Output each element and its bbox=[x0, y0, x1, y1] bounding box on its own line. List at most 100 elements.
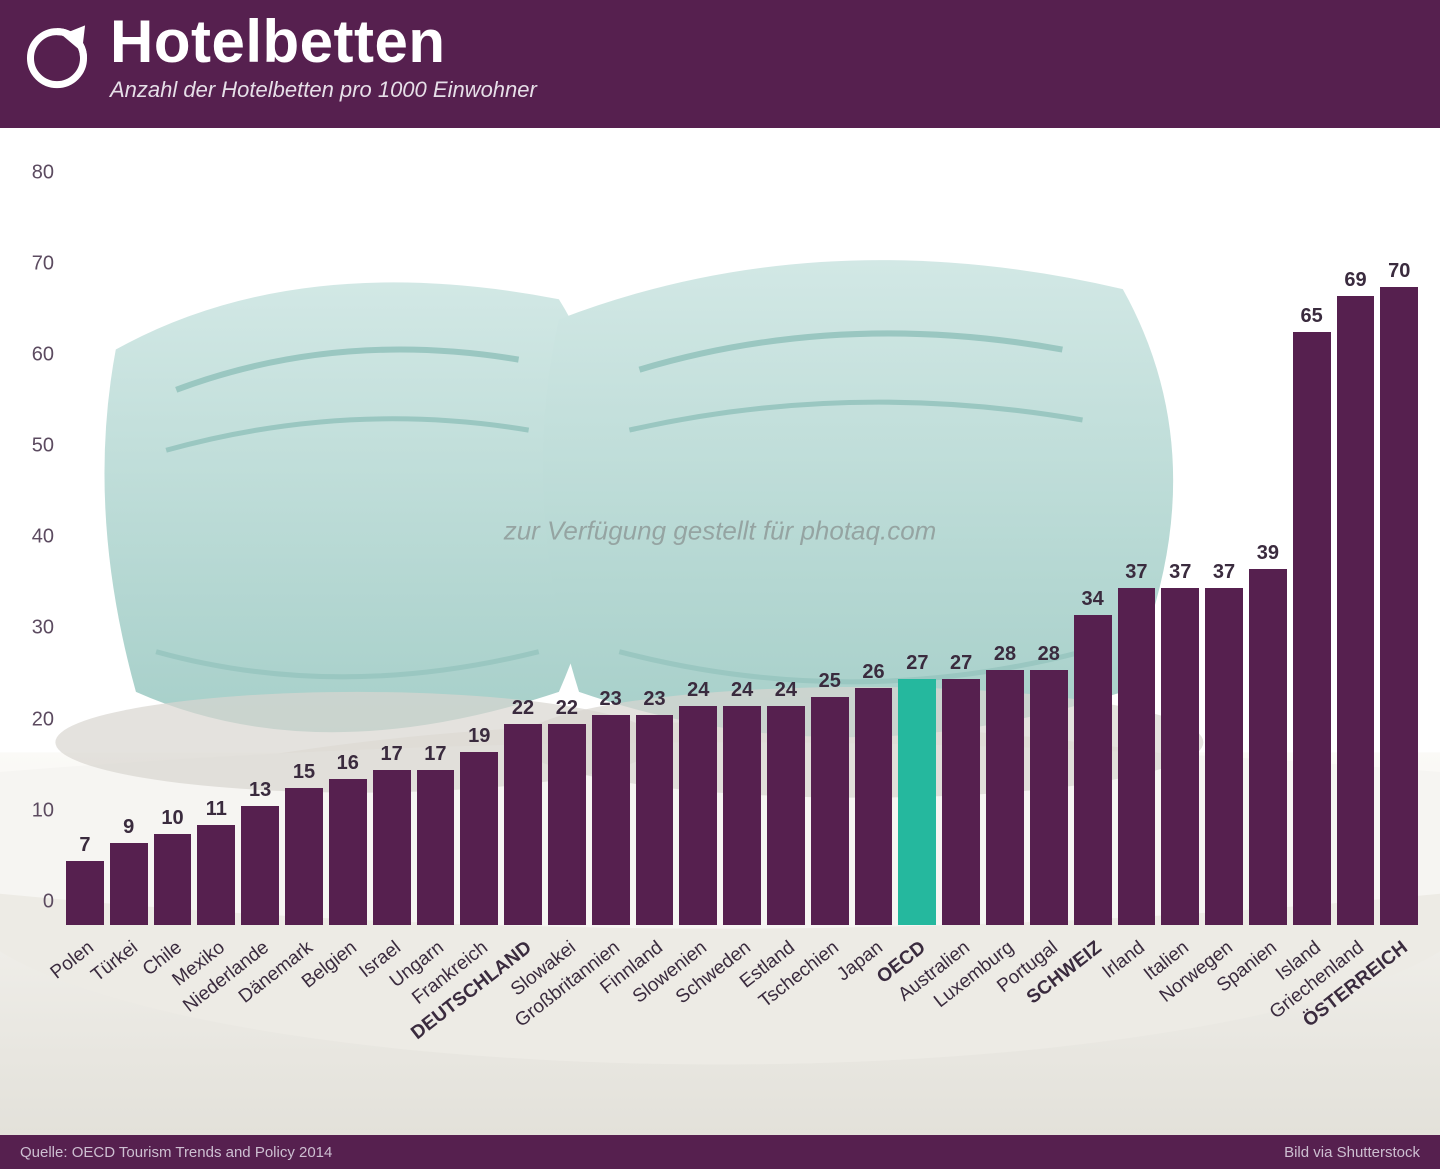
y-axis-tick: 30 bbox=[22, 617, 54, 640]
bar-slot: 70 bbox=[1380, 150, 1418, 925]
bar-value-label: 28 bbox=[994, 643, 1016, 666]
bar-slot: 69 bbox=[1337, 150, 1375, 925]
bar-slot: 24 bbox=[723, 150, 761, 925]
bar-rect bbox=[1074, 615, 1112, 925]
x-axis-labels: PolenTürkeiChileMexikoNiederlandeDänemar… bbox=[62, 925, 1422, 1135]
bar-rect bbox=[986, 670, 1024, 925]
footer-credit: Bild via Shutterstock bbox=[1284, 1144, 1420, 1161]
y-axis-tick: 70 bbox=[22, 252, 54, 275]
bar-rect bbox=[285, 788, 323, 925]
bar-value-label: 25 bbox=[819, 670, 841, 693]
bar-slot: 16 bbox=[329, 150, 367, 925]
bar-rect bbox=[329, 779, 367, 925]
bar-slot: 24 bbox=[679, 150, 717, 925]
bar-value-label: 69 bbox=[1344, 269, 1366, 292]
bar-slot: 37 bbox=[1205, 150, 1243, 925]
bar-rect bbox=[1337, 296, 1375, 925]
bar-rect bbox=[1380, 287, 1418, 925]
bar-slot: 65 bbox=[1293, 150, 1331, 925]
bars-container: 7910111315161717192222232324242425262727… bbox=[62, 150, 1422, 925]
bar-value-label: 16 bbox=[337, 752, 359, 775]
bar-value-label: 23 bbox=[600, 688, 622, 711]
footer: Quelle: OECD Tourism Trends and Policy 2… bbox=[0, 1135, 1440, 1169]
bar-slot: 11 bbox=[197, 150, 235, 925]
bar-slot: 28 bbox=[1030, 150, 1068, 925]
bar-rect bbox=[942, 679, 980, 925]
bar-rect bbox=[66, 861, 104, 925]
y-axis-tick: 40 bbox=[22, 526, 54, 549]
bar-rect bbox=[1205, 588, 1243, 925]
bar-rect bbox=[1293, 332, 1331, 925]
page: Hotelbetten Anzahl der Hotelbetten pro 1… bbox=[0, 0, 1440, 1169]
x-axis-label: Polen bbox=[47, 937, 99, 984]
bar-value-label: 15 bbox=[293, 761, 315, 784]
bar-value-label: 26 bbox=[862, 661, 884, 684]
bar-slot: 26 bbox=[855, 150, 893, 925]
bar-rect bbox=[811, 697, 849, 925]
bar-rect bbox=[723, 706, 761, 925]
bar-slot: 23 bbox=[592, 150, 630, 925]
bar-value-label: 19 bbox=[468, 725, 490, 748]
page-title: Hotelbetten bbox=[110, 10, 1420, 73]
bar-slot: 22 bbox=[504, 150, 542, 925]
bar-slot: 25 bbox=[811, 150, 849, 925]
bar-rect bbox=[197, 825, 235, 925]
bar-value-label: 65 bbox=[1301, 305, 1323, 328]
chart-area: zur Verfügung gestellt für photaq.com 01… bbox=[0, 128, 1440, 1135]
bar-rect bbox=[1161, 588, 1199, 925]
bar-rect bbox=[110, 843, 148, 925]
bar-rect bbox=[504, 724, 542, 925]
bar-rect bbox=[636, 715, 674, 925]
bar-value-label: 28 bbox=[1038, 643, 1060, 666]
bar-slot: 24 bbox=[767, 150, 805, 925]
y-axis-tick: 10 bbox=[22, 799, 54, 822]
bar-slot: 19 bbox=[460, 150, 498, 925]
bar-value-label: 11 bbox=[206, 798, 227, 821]
bar-slot: 37 bbox=[1118, 150, 1156, 925]
y-axis-tick: 80 bbox=[22, 161, 54, 184]
bar-slot: 37 bbox=[1161, 150, 1199, 925]
bar-rect bbox=[898, 679, 936, 925]
bar-value-label: 24 bbox=[731, 679, 753, 702]
bar-slot: 23 bbox=[636, 150, 674, 925]
bar-slot: 7 bbox=[66, 150, 104, 925]
bar-value-label: 9 bbox=[123, 816, 134, 839]
bar-value-label: 37 bbox=[1169, 561, 1191, 584]
bar-rect bbox=[241, 806, 279, 925]
bar-value-label: 22 bbox=[512, 697, 534, 720]
oecd-logo-icon bbox=[18, 16, 96, 94]
bar-slot: 9 bbox=[110, 150, 148, 925]
bar-value-label: 10 bbox=[161, 807, 183, 830]
bar-slot: 27 bbox=[898, 150, 936, 925]
x-label-slot: ÖSTERREICH bbox=[1380, 931, 1418, 1135]
bar-rect bbox=[373, 770, 411, 925]
bar-slot: 27 bbox=[942, 150, 980, 925]
bar-value-label: 17 bbox=[380, 743, 402, 766]
y-axis-tick: 60 bbox=[22, 343, 54, 366]
bar-rect bbox=[767, 706, 805, 925]
bar-value-label: 34 bbox=[1081, 588, 1103, 611]
bar-value-label: 24 bbox=[775, 679, 797, 702]
bar-value-label: 37 bbox=[1213, 561, 1235, 584]
bar-value-label: 22 bbox=[556, 697, 578, 720]
bar-rect bbox=[1249, 569, 1287, 925]
bar-slot: 22 bbox=[548, 150, 586, 925]
bar-rect bbox=[1118, 588, 1156, 925]
bar-slot: 34 bbox=[1074, 150, 1112, 925]
footer-source: Quelle: OECD Tourism Trends and Policy 2… bbox=[20, 1144, 332, 1161]
bar-value-label: 7 bbox=[79, 834, 90, 857]
bar-value-label: 24 bbox=[687, 679, 709, 702]
bar-slot: 28 bbox=[986, 150, 1024, 925]
bar-value-label: 17 bbox=[424, 743, 446, 766]
bar-value-label: 23 bbox=[643, 688, 665, 711]
bar-slot: 39 bbox=[1249, 150, 1287, 925]
bar-value-label: 37 bbox=[1125, 561, 1147, 584]
bar-value-label: 70 bbox=[1388, 260, 1410, 283]
plot-area: 01020304050607080 7910111315161717192222… bbox=[62, 150, 1422, 925]
page-subtitle: Anzahl der Hotelbetten pro 1000 Einwohne… bbox=[110, 77, 1420, 103]
bar-value-label: 27 bbox=[906, 652, 928, 675]
y-axis-tick: 20 bbox=[22, 708, 54, 731]
bar-slot: 17 bbox=[417, 150, 455, 925]
bar-value-label: 39 bbox=[1257, 542, 1279, 565]
bar-rect bbox=[679, 706, 717, 925]
